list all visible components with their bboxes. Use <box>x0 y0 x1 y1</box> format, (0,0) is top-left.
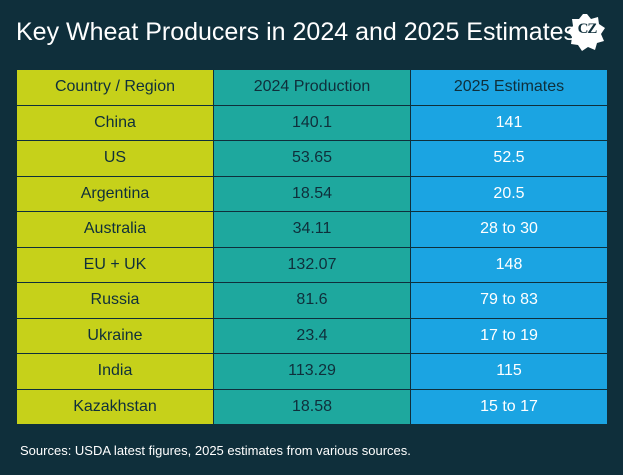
table-row: EU + UK 132.07 148 <box>16 246 608 283</box>
logo-text: CZ <box>577 21 598 37</box>
table-row: US 53.65 52.5 <box>16 140 608 177</box>
cell-2025-estimate: 148 <box>410 246 608 283</box>
cell-country: Argentina <box>16 175 214 212</box>
cell-2024-production: 18.58 <box>213 388 411 425</box>
cell-country: China <box>16 104 214 141</box>
table-row: China 140.1 141 <box>16 104 608 141</box>
table-row: Australia 34.11 28 to 30 <box>16 211 608 248</box>
header-country: Country / Region <box>16 69 214 106</box>
cell-2025-estimate: 20.5 <box>410 175 608 212</box>
cell-2024-production: 18.54 <box>213 175 411 212</box>
cell-2024-production: 140.1 <box>213 104 411 141</box>
cz-logo-icon: CZ <box>568 13 606 51</box>
table-row: Kazakhstan 18.58 15 to 17 <box>16 388 608 425</box>
cell-2025-estimate: 115 <box>410 353 608 390</box>
cell-country: Australia <box>16 211 214 248</box>
cell-2024-production: 34.11 <box>213 211 411 248</box>
header-2024-production: 2024 Production <box>213 69 411 106</box>
cell-country: Kazakhstan <box>16 388 214 425</box>
table-row: Ukraine 23.4 17 to 19 <box>16 317 608 354</box>
cell-country: Russia <box>16 282 214 319</box>
logo-badge-shape <box>568 14 605 51</box>
cell-2024-production: 23.4 <box>213 317 411 354</box>
table-row: India 113.29 115 <box>16 353 608 390</box>
cell-2025-estimate: 141 <box>410 104 608 141</box>
source-note: Sources: USDA latest figures, 2025 estim… <box>20 443 411 458</box>
cell-country: US <box>16 140 214 177</box>
cell-country: Ukraine <box>16 317 214 354</box>
cell-2024-production: 132.07 <box>213 246 411 283</box>
cell-2025-estimate: 17 to 19 <box>410 317 608 354</box>
chart-title: Key Wheat Producers in 2024 and 2025 Est… <box>16 18 577 46</box>
producers-table: Country / Region 2024 Production 2025 Es… <box>16 69 608 425</box>
cell-2025-estimate: 28 to 30 <box>410 211 608 248</box>
cell-country: India <box>16 353 214 390</box>
cell-2025-estimate: 52.5 <box>410 140 608 177</box>
cell-country: EU + UK <box>16 246 214 283</box>
table-header-row: Country / Region 2024 Production 2025 Es… <box>16 69 608 106</box>
table-row: Argentina 18.54 20.5 <box>16 175 608 212</box>
table-row: Russia 81.6 79 to 83 <box>16 282 608 319</box>
cell-2024-production: 53.65 <box>213 140 411 177</box>
cell-2024-production: 81.6 <box>213 282 411 319</box>
cell-2024-production: 113.29 <box>213 353 411 390</box>
cell-2025-estimate: 79 to 83 <box>410 282 608 319</box>
header-2025-estimates: 2025 Estimates <box>410 69 608 106</box>
cell-2025-estimate: 15 to 17 <box>410 388 608 425</box>
